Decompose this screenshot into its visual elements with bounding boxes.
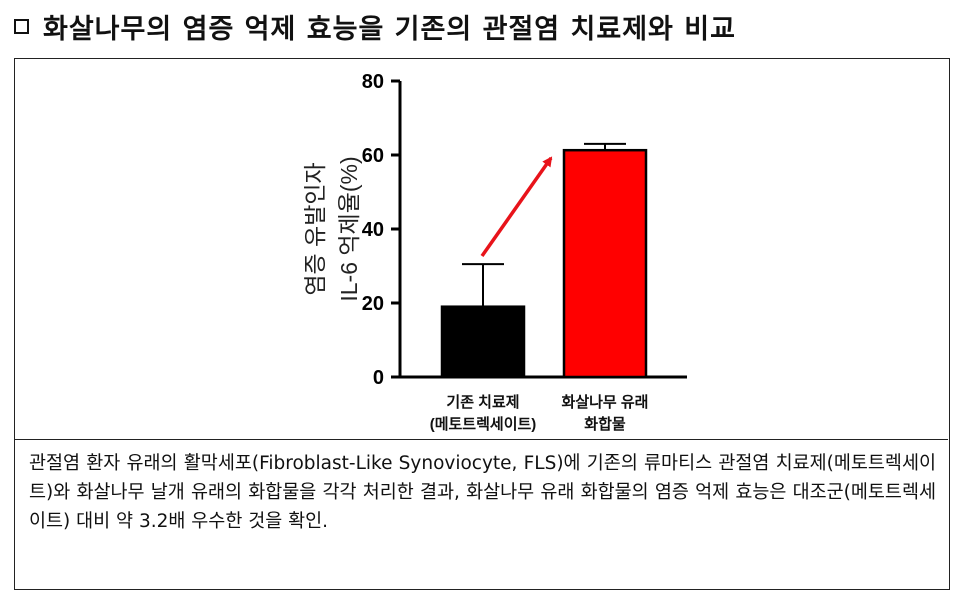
y-tick-label: 0 [373,367,384,389]
figure-box: 0 20 40 60 80 염증 유발인자 IL-6 억제율(%) 기존 치료제 (메토트렉세이… [14,58,950,590]
bar-1 [440,305,526,379]
comparison-arrow [480,156,553,258]
y-axis-label: 염증 유발인자 IL-6 억제율(%) [302,156,362,301]
y-axis-label-line1: 염증 유발인자 [302,162,328,295]
x-category-label: 화살나무 유래 [562,394,649,411]
figure-caption: 관절염 환자 유래의 활막세포(Fibroblast-Like Synovioc… [15,439,948,588]
y-axis-label-line2: IL-6 억제율(%) [336,156,362,301]
x-category-label: 기존 치료제 [446,394,519,411]
chart-area: 0 20 40 60 80 염증 유발인자 IL-6 억제율(%) 기존 치료제 (메토트렉세이… [15,59,948,439]
bar-chart: 0 20 40 60 80 염증 유발인자 IL-6 억제율(%) 기존 치료제 (메토트렉세이… [302,71,687,433]
bar-2 [562,148,648,379]
page-title: 화살나무의 염증 억제 효능을 기존의 관절염 치료제와 비교 [43,13,736,45]
x-category-label: 화합물 [584,416,626,433]
y-tick-label: 40 [362,219,384,241]
y-tick-label: 20 [362,293,384,315]
header: 화살나무의 염증 억제 효능을 기존의 관절염 치료제와 비교 [14,6,736,46]
checkbox-bullet-icon [14,18,29,34]
y-tick-label: 80 [362,71,384,93]
y-tick-label: 60 [362,145,384,167]
x-category-label: (메토트렉세이트) [430,415,537,433]
